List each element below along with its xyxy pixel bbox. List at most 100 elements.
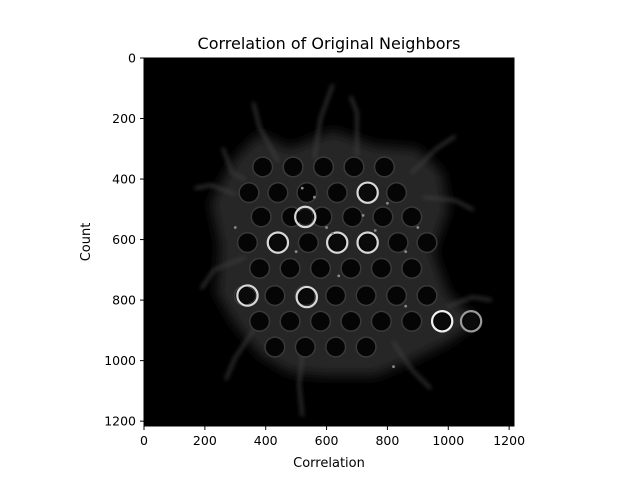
hole bbox=[388, 233, 408, 252]
bright-ring bbox=[236, 284, 259, 307]
hole bbox=[402, 312, 421, 331]
bright-ring bbox=[356, 231, 379, 254]
speck bbox=[312, 195, 316, 199]
speck bbox=[386, 201, 389, 205]
hole bbox=[356, 337, 376, 357]
bright-ring bbox=[294, 205, 317, 229]
ring-center bbox=[434, 313, 450, 329]
x-tick-label: 800 bbox=[375, 433, 399, 448]
hole bbox=[375, 157, 394, 177]
hole bbox=[417, 286, 437, 305]
x-tick-label: 600 bbox=[315, 433, 339, 448]
tendrils bbox=[194, 83, 493, 417]
hole bbox=[268, 183, 288, 202]
hole bbox=[402, 207, 421, 227]
ring-center bbox=[270, 234, 286, 251]
y-axis-label: Count bbox=[79, 223, 94, 262]
y-tick-label: 1000 bbox=[104, 353, 136, 368]
y-tick-label: 400 bbox=[112, 172, 136, 187]
y-tick-label: 1200 bbox=[104, 414, 136, 429]
x-tick-label: 200 bbox=[193, 433, 217, 448]
speck bbox=[300, 186, 304, 190]
y-tick-label: 600 bbox=[112, 232, 136, 247]
bright-ring bbox=[325, 231, 349, 254]
tendril bbox=[392, 341, 432, 390]
hole bbox=[372, 312, 391, 331]
hole bbox=[280, 312, 300, 331]
microstructure-image bbox=[194, 83, 493, 417]
chart-title: Correlation of Original Neighbors bbox=[198, 34, 461, 53]
ring-center bbox=[299, 289, 315, 305]
hole bbox=[341, 259, 361, 278]
y-tick-label: 200 bbox=[112, 111, 136, 126]
x-tick-label: 0 bbox=[140, 433, 148, 448]
bright-ring bbox=[430, 310, 454, 333]
hole bbox=[265, 286, 284, 305]
tendril bbox=[252, 102, 280, 163]
hole bbox=[344, 157, 364, 177]
tendril bbox=[194, 183, 237, 196]
speck bbox=[325, 226, 328, 229]
hole bbox=[417, 233, 437, 252]
specks bbox=[233, 186, 420, 369]
tendril bbox=[221, 147, 246, 181]
bright-ring bbox=[266, 231, 290, 254]
hole bbox=[341, 312, 361, 331]
speck bbox=[361, 213, 365, 217]
x-axis-label: Correlation bbox=[293, 456, 365, 471]
speck bbox=[404, 304, 408, 308]
hole bbox=[372, 259, 391, 278]
hole bbox=[311, 312, 330, 331]
tendril bbox=[422, 195, 474, 211]
hole bbox=[328, 183, 347, 202]
ring-center bbox=[360, 234, 376, 251]
hole bbox=[297, 183, 316, 202]
y-axis: 0 200 400 600 800 1000 1200 bbox=[104, 51, 144, 429]
hole bbox=[239, 183, 259, 202]
ring-center bbox=[239, 287, 256, 304]
hole bbox=[326, 337, 345, 357]
hole bbox=[314, 157, 333, 177]
hole bbox=[326, 286, 345, 305]
speck bbox=[233, 226, 237, 229]
bright-rings bbox=[236, 181, 483, 333]
hole bbox=[296, 337, 315, 357]
x-axis: 0 200 400 600 800 1000 1200 bbox=[140, 426, 525, 448]
tendril bbox=[447, 295, 493, 308]
hole bbox=[373, 207, 392, 227]
hole bbox=[343, 207, 362, 227]
x-tick-label: 1000 bbox=[432, 433, 464, 448]
y-tick-label: 0 bbox=[128, 51, 136, 66]
hole bbox=[265, 337, 284, 357]
speck bbox=[294, 250, 298, 254]
bright-ring bbox=[295, 285, 319, 309]
x-tick-label: 400 bbox=[254, 433, 278, 448]
y-tick-label: 800 bbox=[112, 293, 136, 308]
hole bbox=[311, 259, 330, 278]
hole bbox=[312, 207, 332, 227]
hole bbox=[250, 259, 269, 278]
speck bbox=[416, 226, 420, 229]
hole bbox=[402, 259, 421, 278]
speck bbox=[404, 250, 408, 254]
x-tick-label: 1200 bbox=[493, 433, 525, 448]
hole bbox=[253, 157, 272, 177]
tendril bbox=[297, 353, 304, 417]
speck bbox=[331, 232, 335, 235]
ring-center bbox=[360, 185, 376, 201]
tendril bbox=[349, 96, 359, 157]
hole bbox=[252, 207, 271, 227]
image-area bbox=[144, 58, 514, 426]
hole bbox=[356, 286, 376, 305]
bright-ring bbox=[356, 181, 379, 204]
hole bbox=[280, 259, 300, 278]
hole bbox=[299, 233, 318, 252]
tendril bbox=[410, 135, 456, 175]
speck bbox=[337, 274, 341, 278]
hole bbox=[238, 233, 257, 252]
bright-ring bbox=[459, 310, 483, 333]
ring-center bbox=[463, 313, 479, 329]
plot-frame bbox=[143, 57, 515, 427]
